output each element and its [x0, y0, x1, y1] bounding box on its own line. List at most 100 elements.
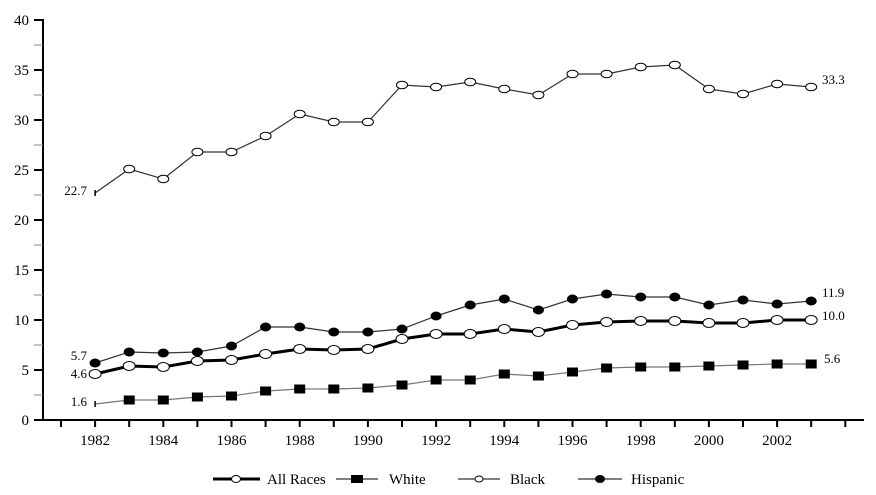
filled-square-marker: [703, 361, 715, 371]
filled-square-marker: [771, 359, 783, 369]
series-all-races: [88, 315, 818, 379]
filled-circle-marker: [805, 296, 817, 306]
filled-square-marker: [737, 360, 749, 370]
open-circle-marker: [293, 109, 306, 119]
x-tick-label: 1990: [353, 433, 383, 449]
filled-square-marker: [123, 395, 135, 405]
x-tick-label: 1988: [285, 433, 315, 449]
open-circle-marker: [804, 315, 818, 325]
open-circle-marker: [225, 355, 238, 365]
x-tick-label: 1984: [148, 433, 179, 449]
x-tick-label: 1996: [558, 433, 589, 449]
open-circle-marker: [805, 82, 818, 92]
filled-square-marker: [260, 386, 272, 396]
end-value-label: 33.3: [822, 72, 845, 87]
series-line: [94, 64, 812, 194]
series-line: [94, 293, 812, 364]
open-circle-marker: [702, 318, 716, 328]
open-circle-marker-icon: [474, 475, 484, 483]
open-circle-marker: [702, 84, 715, 94]
series-line: [95, 363, 812, 405]
open-circle-marker: [736, 318, 750, 328]
end-value-label: 10.0: [822, 308, 845, 323]
open-circle-marker: [600, 317, 614, 327]
filled-square-marker: [601, 363, 613, 373]
x-tick-label: 1992: [421, 433, 451, 449]
filled-circle-marker: [362, 327, 374, 337]
open-circle-marker: [668, 316, 682, 326]
legend-label: White: [389, 472, 426, 488]
x-tick-label: 2002: [762, 433, 792, 449]
filled-circle-marker: [635, 292, 647, 302]
y-tick-label: 40: [14, 13, 29, 29]
open-circle-marker: [737, 89, 749, 99]
filled-square-marker: [567, 367, 578, 377]
x-tick-label: 1994: [489, 433, 520, 449]
open-circle-marker: [190, 356, 204, 366]
x-axis: 1982 1984 1986 1988 1990 1992 1994 1996 1998 2000…: [34, 419, 864, 449]
legend-item-hispanic: Hispanic: [578, 472, 685, 488]
y-tick-label: 35: [14, 63, 29, 79]
y-tick-label: 15: [14, 263, 29, 279]
filled-circle-marker: [157, 348, 169, 358]
filled-circle-marker: [89, 358, 101, 368]
filled-circle-marker: [123, 347, 135, 357]
open-circle-marker: [634, 62, 647, 72]
y-axis: 0 5 10 15 20 25 30 35 40: [14, 13, 44, 429]
y-tick-label: 0: [22, 413, 30, 429]
filled-square-marker: [191, 392, 203, 402]
filled-square-marker: [464, 375, 476, 385]
filled-circle-marker: [601, 289, 613, 299]
open-circle-marker: [463, 329, 477, 339]
series-layer: [88, 60, 818, 407]
open-circle-marker-icon: [231, 475, 241, 483]
start-value-label: 4.6: [71, 366, 88, 381]
filled-square-marker: [396, 380, 408, 390]
open-circle-marker: [532, 90, 545, 100]
y-tick-label: 5: [22, 363, 30, 379]
filled-square-marker: [498, 369, 510, 379]
y-tick-label: 20: [14, 213, 29, 229]
start-value-label: 22.7: [64, 183, 87, 198]
start-value-label: 1.6: [71, 394, 88, 409]
open-circle-marker: [429, 329, 443, 339]
filled-circle-marker: [771, 299, 783, 309]
end-value-label: 11.9: [822, 285, 844, 300]
open-circle-marker: [123, 164, 136, 174]
filled-circle-marker-icon: [595, 475, 605, 483]
filled-circle-marker: [464, 300, 476, 310]
filled-square-marker-icon: [351, 475, 363, 483]
open-circle-marker: [327, 117, 340, 127]
x-tick-label: 1982: [80, 433, 110, 449]
y-tick-label: 30: [14, 113, 29, 129]
open-circle-marker: [566, 320, 579, 330]
legend-label: Black: [510, 472, 545, 488]
legend-item-black: Black: [458, 472, 545, 488]
end-value-label: 5.6: [824, 351, 841, 366]
open-circle-marker: [191, 147, 204, 157]
filled-square-marker: [430, 375, 442, 385]
open-circle-marker: [497, 324, 511, 334]
open-circle-marker: [293, 344, 307, 354]
open-circle-marker: [634, 316, 648, 326]
filled-circle-marker: [191, 347, 203, 357]
open-circle-marker: [361, 344, 375, 354]
filled-square-marker: [532, 371, 544, 381]
open-circle-marker: [771, 79, 784, 89]
filled-circle-marker: [567, 294, 578, 304]
open-circle-marker: [770, 315, 784, 325]
series-line: [94, 318, 812, 376]
series-hispanic: [89, 289, 817, 368]
start-value-label: 5.7: [71, 348, 88, 363]
open-circle-marker: [225, 147, 238, 157]
filled-square-marker: [805, 359, 817, 369]
y-tick-label: 10: [14, 313, 29, 329]
filled-square-marker: [669, 362, 681, 372]
open-circle-marker: [430, 82, 443, 92]
open-circle-marker: [157, 174, 170, 184]
open-circle-marker: [566, 69, 579, 79]
filled-square-marker: [294, 384, 306, 394]
open-circle-marker: [531, 327, 545, 337]
filled-circle-marker: [430, 311, 442, 321]
